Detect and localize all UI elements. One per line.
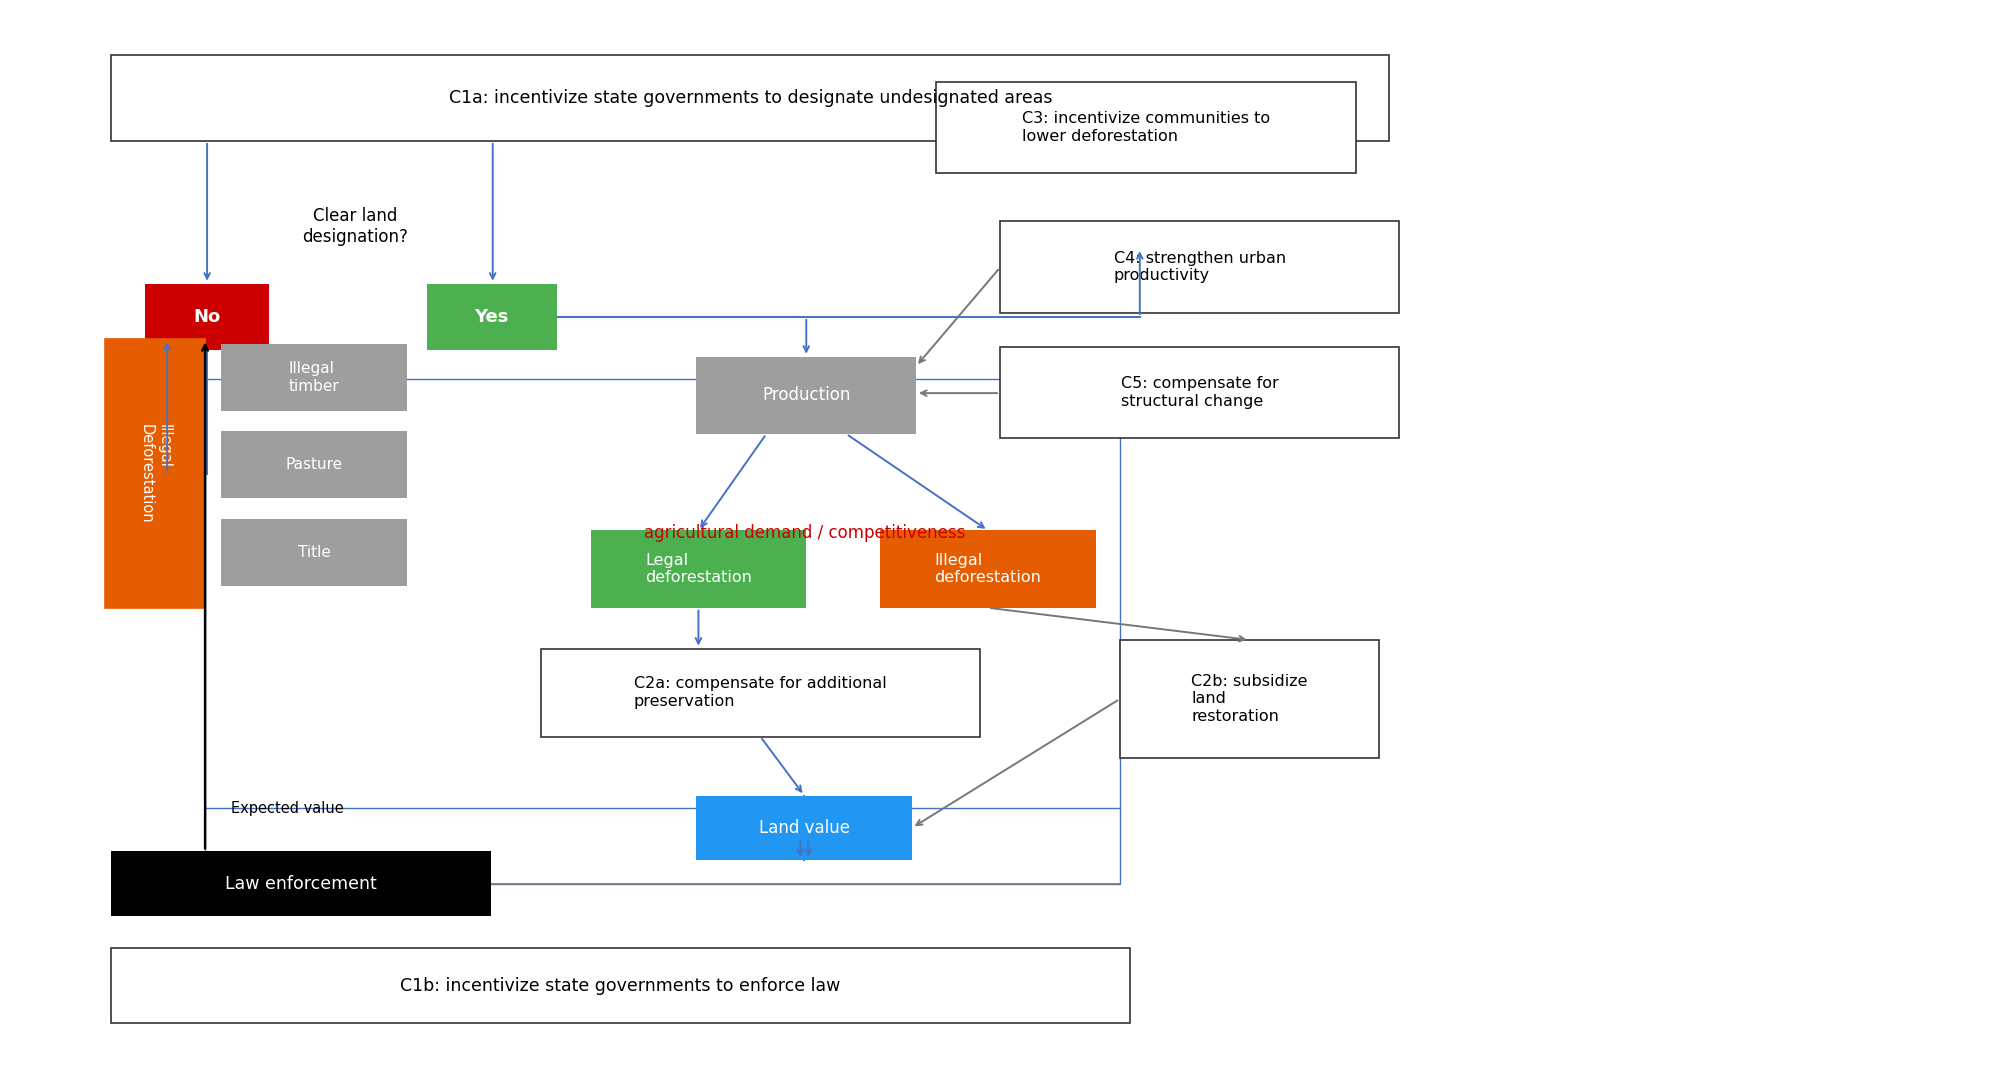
FancyBboxPatch shape bbox=[426, 284, 556, 350]
Text: Clear land
designation?: Clear land designation? bbox=[302, 208, 408, 246]
Text: Expected value: Expected value bbox=[232, 801, 344, 816]
Text: Illegal
deforestation: Illegal deforestation bbox=[934, 553, 1042, 585]
FancyBboxPatch shape bbox=[696, 795, 912, 860]
Text: C1a: incentivize state governments to designate undesignated areas: C1a: incentivize state governments to de… bbox=[448, 89, 1052, 107]
Text: Production: Production bbox=[762, 386, 850, 405]
FancyBboxPatch shape bbox=[106, 339, 206, 608]
FancyBboxPatch shape bbox=[880, 530, 1096, 608]
FancyBboxPatch shape bbox=[540, 649, 980, 737]
FancyBboxPatch shape bbox=[936, 82, 1356, 173]
FancyBboxPatch shape bbox=[1120, 640, 1380, 758]
FancyBboxPatch shape bbox=[222, 430, 406, 498]
Text: Law enforcement: Law enforcement bbox=[226, 875, 376, 893]
Text: No: No bbox=[194, 308, 220, 326]
Text: Yes: Yes bbox=[474, 308, 508, 326]
Text: Illegal
Deforestation: Illegal Deforestation bbox=[138, 424, 172, 523]
Text: Legal
deforestation: Legal deforestation bbox=[644, 553, 752, 585]
Text: Title: Title bbox=[298, 544, 330, 560]
FancyBboxPatch shape bbox=[1000, 222, 1400, 313]
FancyBboxPatch shape bbox=[222, 343, 406, 411]
Text: Illegal
timber: Illegal timber bbox=[288, 362, 340, 394]
FancyBboxPatch shape bbox=[112, 55, 1390, 141]
Text: agricultural demand / competitiveness: agricultural demand / competitiveness bbox=[644, 524, 964, 541]
Text: C1b: incentivize state governments to enforce law: C1b: incentivize state governments to en… bbox=[400, 977, 840, 994]
Text: C2a: compensate for additional
preservation: C2a: compensate for additional preservat… bbox=[634, 677, 886, 709]
FancyBboxPatch shape bbox=[222, 519, 406, 586]
FancyBboxPatch shape bbox=[590, 530, 806, 608]
FancyBboxPatch shape bbox=[696, 356, 916, 434]
Text: Land value: Land value bbox=[758, 819, 850, 837]
Text: C4: strengthen urban
productivity: C4: strengthen urban productivity bbox=[1114, 251, 1286, 283]
Text: C3: incentivize communities to
lower deforestation: C3: incentivize communities to lower def… bbox=[1022, 111, 1270, 144]
FancyBboxPatch shape bbox=[146, 284, 270, 350]
FancyBboxPatch shape bbox=[1000, 346, 1400, 438]
Text: C5: compensate for
structural change: C5: compensate for structural change bbox=[1120, 377, 1278, 409]
FancyBboxPatch shape bbox=[112, 851, 490, 916]
Text: Pasture: Pasture bbox=[286, 457, 342, 472]
FancyBboxPatch shape bbox=[112, 948, 1130, 1023]
Text: C2b: subsidize
land
restoration: C2b: subsidize land restoration bbox=[1192, 674, 1308, 724]
